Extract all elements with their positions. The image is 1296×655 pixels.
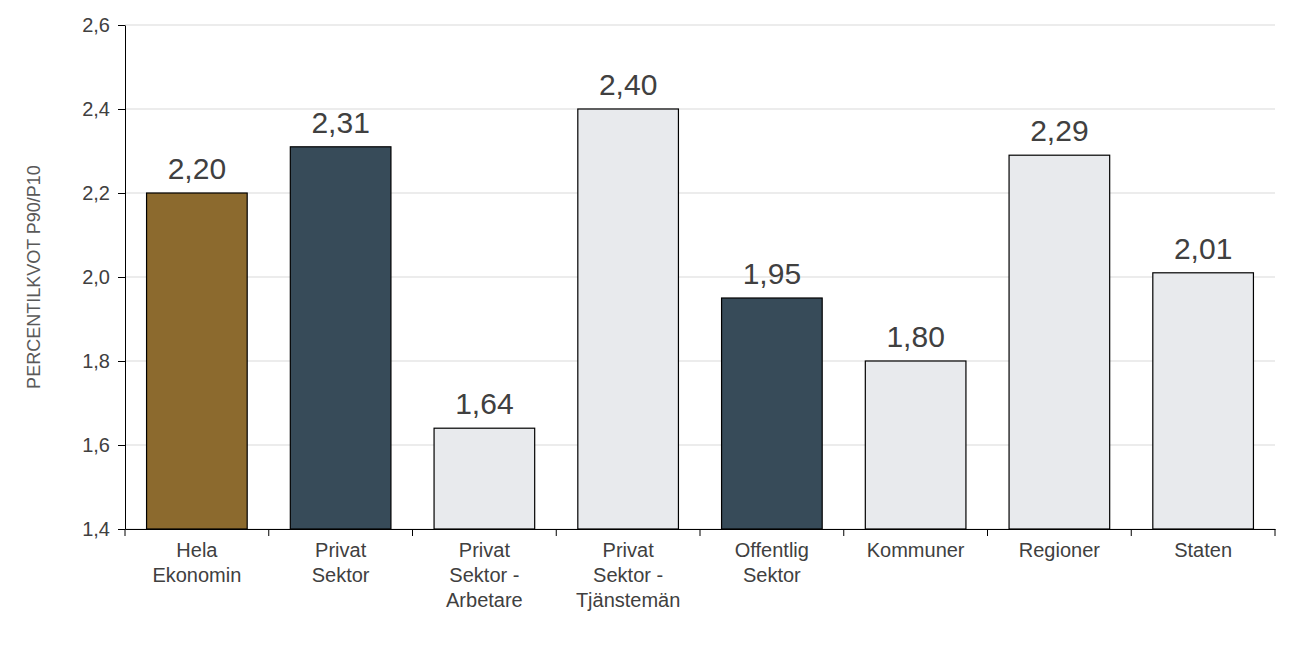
x-tick-label: Privat Sektor - Tjänstemän <box>576 539 681 611</box>
y-tick-label: 2,6 <box>82 14 110 36</box>
x-tick: Staten <box>1174 529 1232 561</box>
x-tick-label-line: Kommuner <box>867 539 965 561</box>
data-label: 1,80 <box>886 320 944 353</box>
x-tick-label: Kommuner <box>867 539 965 561</box>
x-tick: Kommuner <box>867 529 965 561</box>
bar <box>290 147 391 529</box>
y-tick-mark <box>118 361 125 362</box>
category-separators <box>125 529 1275 536</box>
x-tick-label-line: Sektor <box>743 564 801 586</box>
x-tick-label-line: Arbetare <box>446 589 523 611</box>
y-axis-line <box>125 26 126 530</box>
x-tick-label: Hela Ekonomin <box>152 539 241 586</box>
category-separator <box>412 529 413 536</box>
y-tick: 2,0 <box>82 266 125 288</box>
category-separator <box>556 529 557 536</box>
x-tick-label-line: Hela <box>176 539 218 561</box>
plot-area: 1,4 1,6 1,8 2,0 2,2 2,4 2,6 Hela Ekonomin Privat S… <box>82 14 1275 611</box>
x-tick-label-line: Privat <box>315 539 367 561</box>
y-tick: 1,6 <box>82 434 125 456</box>
x-tick: Privat Sektor <box>312 529 370 586</box>
y-tick-mark <box>118 25 125 26</box>
category-separator <box>1275 529 1276 536</box>
data-label: 2,29 <box>1030 114 1088 147</box>
x-axis: Hela Ekonomin Privat Sektor Privat Sektor - Ar… <box>125 529 1276 611</box>
category-separator <box>125 529 126 536</box>
y-tick: 1,4 <box>82 518 125 540</box>
x-tick: Offentlig Sektor <box>735 529 809 586</box>
category-separator <box>700 529 701 536</box>
y-tick: 2,6 <box>82 14 125 36</box>
x-tick-label-line: Sektor - <box>449 564 519 586</box>
x-tick-label: Offentlig Sektor <box>735 539 809 586</box>
category-separator <box>268 529 269 536</box>
y-tick-label: 1,8 <box>82 350 110 372</box>
x-tick-label-line: Offentlig <box>735 539 809 561</box>
x-tick-label-line: Ekonomin <box>152 564 241 586</box>
grid-line <box>125 109 1275 110</box>
bar <box>434 428 535 529</box>
data-labels: 2,20 2,31 1,64 2,40 1,95 1,80 2,29 2,01 <box>168 68 1233 420</box>
category-separator <box>1131 529 1132 536</box>
x-tick-label-line: Sektor <box>312 564 370 586</box>
y-tick-mark <box>118 445 125 446</box>
x-tick-label: Staten <box>1174 539 1232 561</box>
x-tick-label-line: Privat <box>459 539 511 561</box>
bar <box>1009 155 1110 529</box>
y-tick-label: 2,0 <box>82 266 110 288</box>
x-tick-label: Privat Sektor <box>312 539 370 586</box>
bar <box>865 361 966 529</box>
y-tick-label: 2,2 <box>82 182 110 204</box>
data-label: 2,40 <box>599 68 657 101</box>
y-tick-mark <box>118 193 125 194</box>
y-tick: 2,4 <box>82 98 125 120</box>
data-label: 1,95 <box>743 257 801 290</box>
y-tick-mark <box>118 109 125 110</box>
bars <box>147 109 1254 529</box>
y-axis: 1,4 1,6 1,8 2,0 2,2 2,4 2,6 <box>82 14 125 540</box>
y-tick-label: 1,4 <box>82 518 110 540</box>
x-tick-label-line: Privat <box>603 539 655 561</box>
x-tick-label-line: Staten <box>1174 539 1232 561</box>
grid-line <box>125 25 1275 26</box>
data-label: 2,31 <box>311 106 369 139</box>
x-tick-label-line: Regioner <box>1019 539 1101 561</box>
x-tick-label-line: Sektor - <box>593 564 663 586</box>
x-tick: Privat Sektor - Tjänstemän <box>576 529 681 611</box>
x-tick-label-line: Tjänstemän <box>576 589 681 611</box>
x-tick-label: Regioner <box>1019 539 1101 561</box>
category-separator <box>987 529 988 536</box>
y-tick: 1,8 <box>82 350 125 372</box>
data-label: 2,01 <box>1174 232 1232 265</box>
x-tick: Privat Sektor - Arbetare <box>446 529 523 611</box>
x-tick: Regioner <box>1019 529 1101 561</box>
chart: 1,4 1,6 1,8 2,0 2,2 2,4 2,6 Hela Ekonomin Privat S… <box>0 0 1296 655</box>
y-tick-label: 1,6 <box>82 434 110 456</box>
bar <box>147 193 248 529</box>
y-tick-mark <box>118 277 125 278</box>
data-label: 1,64 <box>455 387 513 420</box>
grid <box>125 25 1275 529</box>
data-label: 2,20 <box>168 152 226 185</box>
x-tick: Hela Ekonomin <box>152 529 241 586</box>
y-axis-title: PERCENTILKVOT P90/P10 <box>24 165 44 389</box>
bar <box>722 298 823 529</box>
x-tick-label: Privat Sektor - Arbetare <box>446 539 523 611</box>
bar <box>1153 273 1254 529</box>
y-tick: 2,2 <box>82 182 125 204</box>
category-separator <box>843 529 844 536</box>
y-tick-mark <box>118 529 125 530</box>
y-tick-label: 2,4 <box>82 98 110 120</box>
bar <box>578 109 679 529</box>
